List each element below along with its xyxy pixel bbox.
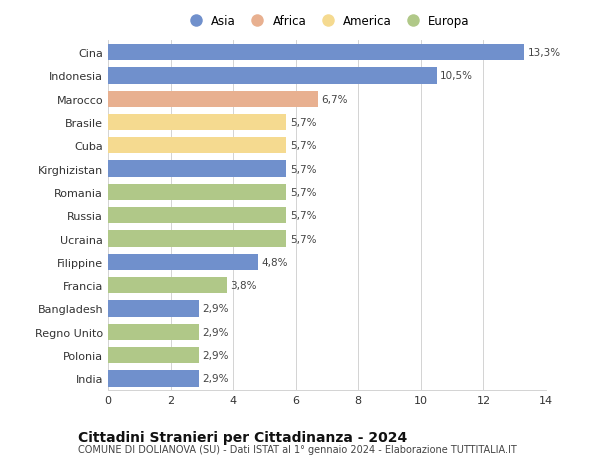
- Legend: Asia, Africa, America, Europa: Asia, Africa, America, Europa: [182, 12, 472, 30]
- Bar: [108, 91, 317, 107]
- Text: 4,8%: 4,8%: [262, 257, 289, 267]
- Text: 2,9%: 2,9%: [202, 304, 229, 314]
- Text: 13,3%: 13,3%: [528, 48, 561, 58]
- Text: 5,7%: 5,7%: [290, 187, 317, 197]
- Text: 10,5%: 10,5%: [440, 71, 473, 81]
- Text: 5,7%: 5,7%: [290, 118, 317, 128]
- Bar: [108, 277, 227, 294]
- Bar: [108, 68, 437, 84]
- Bar: [108, 115, 286, 131]
- Bar: [108, 161, 286, 177]
- Text: 6,7%: 6,7%: [322, 95, 348, 105]
- Bar: [108, 185, 286, 201]
- Bar: [108, 138, 286, 154]
- Text: 2,9%: 2,9%: [202, 350, 229, 360]
- Bar: [108, 301, 199, 317]
- Text: 5,7%: 5,7%: [290, 141, 317, 151]
- Bar: [108, 231, 286, 247]
- Text: 2,9%: 2,9%: [202, 327, 229, 337]
- Text: 2,9%: 2,9%: [202, 374, 229, 384]
- Bar: [108, 347, 199, 364]
- Text: 5,7%: 5,7%: [290, 211, 317, 221]
- Text: COMUNE DI DOLIANOVA (SU) - Dati ISTAT al 1° gennaio 2024 - Elaborazione TUTTITAL: COMUNE DI DOLIANOVA (SU) - Dati ISTAT al…: [78, 444, 517, 454]
- Text: Cittadini Stranieri per Cittadinanza - 2024: Cittadini Stranieri per Cittadinanza - 2…: [78, 431, 407, 444]
- Bar: [108, 370, 199, 386]
- Bar: [108, 207, 286, 224]
- Bar: [108, 324, 199, 340]
- Bar: [108, 254, 258, 270]
- Text: 5,7%: 5,7%: [290, 164, 317, 174]
- Text: 3,8%: 3,8%: [230, 280, 257, 291]
- Text: 5,7%: 5,7%: [290, 234, 317, 244]
- Bar: [108, 45, 524, 61]
